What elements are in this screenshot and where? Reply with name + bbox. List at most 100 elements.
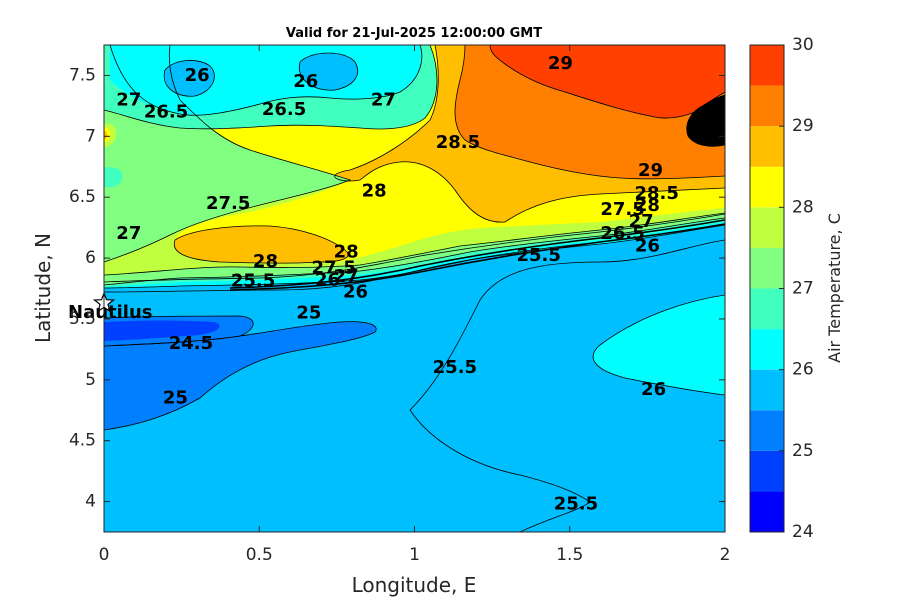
contour-line-0	[104, 224, 725, 289]
contour-pocket-4	[299, 53, 358, 91]
x-tick-label: 2	[720, 545, 731, 565]
contour-label: 25.5	[516, 245, 560, 266]
contour-label: 27	[116, 89, 141, 110]
y-tick-label: 6.5	[69, 187, 96, 207]
y-tick-label: 6	[85, 248, 96, 268]
contour-label: 26	[641, 379, 666, 400]
contour-label: 29	[548, 53, 573, 74]
contour-label: 27	[371, 89, 396, 110]
contour-label: 26	[293, 71, 318, 92]
contour-label: 27.5	[600, 199, 644, 220]
contour-line-17	[104, 45, 438, 130]
contour-label: 28	[334, 241, 359, 262]
contour-label: 27.5	[312, 257, 356, 278]
y-tick-label: 5.5	[69, 309, 96, 329]
contour-pocket-6	[104, 320, 220, 341]
colorbar-tick-label: 29	[792, 116, 814, 136]
contour-label: 25.5	[433, 357, 477, 378]
contour-field	[104, 45, 725, 532]
y-axis-ticks: 4 4.5 5 5.5 6 6.5 7 7.5	[69, 65, 725, 512]
contour-label: 25	[163, 388, 188, 409]
contour-label: 24.5	[169, 333, 213, 354]
station-label: Nautilus	[68, 302, 153, 323]
x-tick-label: 0	[99, 545, 110, 565]
colorbar-tick-label: 28	[792, 197, 814, 217]
contour-lines	[104, 45, 725, 532]
contour-line-20	[298, 52, 359, 91]
contour-label: 25	[296, 302, 321, 323]
colorbar-tick-label: 30	[792, 35, 814, 55]
colorbar-tick-label: 25	[792, 441, 814, 461]
colorbar-swatch	[750, 166, 784, 208]
colorbar-swatch	[750, 207, 784, 248]
contour-band-10	[490, 45, 725, 119]
colorbar	[749, 44, 785, 533]
contour-label: 26	[635, 235, 660, 256]
contour-line-11	[104, 45, 352, 263]
contour-label: 26	[315, 269, 340, 290]
y-tick-label: 5	[85, 370, 96, 390]
chart-title: Valid for 21-Jul-2025 12:00:00 GMT	[286, 26, 542, 41]
colorbar-swatch	[750, 45, 784, 86]
contour-line-10	[592, 344, 725, 396]
contour-line-19	[163, 60, 215, 97]
contour-label: 29	[638, 160, 663, 181]
x-tick-label: 1.5	[556, 545, 583, 565]
colorbar-swatch	[750, 410, 784, 451]
contour-pocket-10	[104, 130, 108, 139]
colorbar-swatch	[750, 288, 784, 330]
contour-label: 25.5	[554, 493, 598, 514]
colorbar-swatch	[750, 329, 784, 370]
contour-label: 26.5	[144, 101, 188, 122]
contour-pocket-11	[104, 167, 123, 188]
colorbar-swatch	[750, 369, 784, 411]
contour-pocket-3	[164, 60, 215, 97]
contour-label: 27	[116, 223, 141, 244]
contour-line-15	[686, 94, 725, 147]
contour-line-8	[409, 409, 591, 532]
x-axis-ticks: 0 0.5 1 1.5 2	[99, 45, 731, 565]
contour-line-18	[109, 45, 423, 116]
contour-label: 26.5	[600, 223, 644, 244]
contour-line-9	[599, 294, 725, 346]
contour-line-14	[489, 45, 725, 119]
colorbar-ticks: 24 25 26 27 28 29 30	[779, 35, 814, 542]
contour-label: 26	[343, 282, 368, 303]
colorbar-tick-label: 26	[792, 360, 814, 380]
contour-front-line-1	[229, 223, 725, 291]
contour-label: 28	[253, 251, 278, 272]
contour-label: 27	[629, 211, 654, 232]
colorbar-swatch	[750, 450, 784, 492]
contour-label: 27	[334, 266, 359, 287]
colorbar-swatch	[750, 126, 784, 167]
y-tick-label: 7	[85, 126, 96, 146]
contour-line-13	[454, 45, 725, 180]
x-tick-label: 1	[409, 545, 420, 565]
contour-band-8	[174, 225, 349, 264]
contour-line-3	[104, 213, 725, 283]
colorbar-tick-label: 27	[792, 279, 814, 299]
contour-band-11	[686, 95, 725, 147]
contour-line-2	[104, 212, 725, 276]
contour-line-12	[334, 45, 725, 223]
contour-line-16	[173, 225, 349, 264]
contour-label: 28.5	[634, 183, 678, 204]
contour-line-1	[104, 217, 725, 286]
contour-label: 27.5	[206, 193, 250, 214]
contour-label: 28.5	[436, 132, 480, 153]
colorbar-tick-label: 24	[792, 522, 814, 542]
x-tick-label: 0.5	[246, 545, 273, 565]
contour-label: 26.5	[262, 99, 306, 120]
colorbar-label: Air Temperature, C	[825, 213, 844, 363]
colorbar-swatch	[750, 491, 784, 532]
contour-pocket-7	[104, 321, 377, 430]
contour-line-7	[409, 239, 725, 411]
contour-label: 26	[185, 65, 210, 86]
y-axis-label: Latitude, N	[31, 233, 55, 343]
y-tick-label: 4.5	[69, 431, 96, 451]
colorbar-swatch	[750, 247, 784, 289]
y-tick-label: 7.5	[69, 65, 96, 85]
